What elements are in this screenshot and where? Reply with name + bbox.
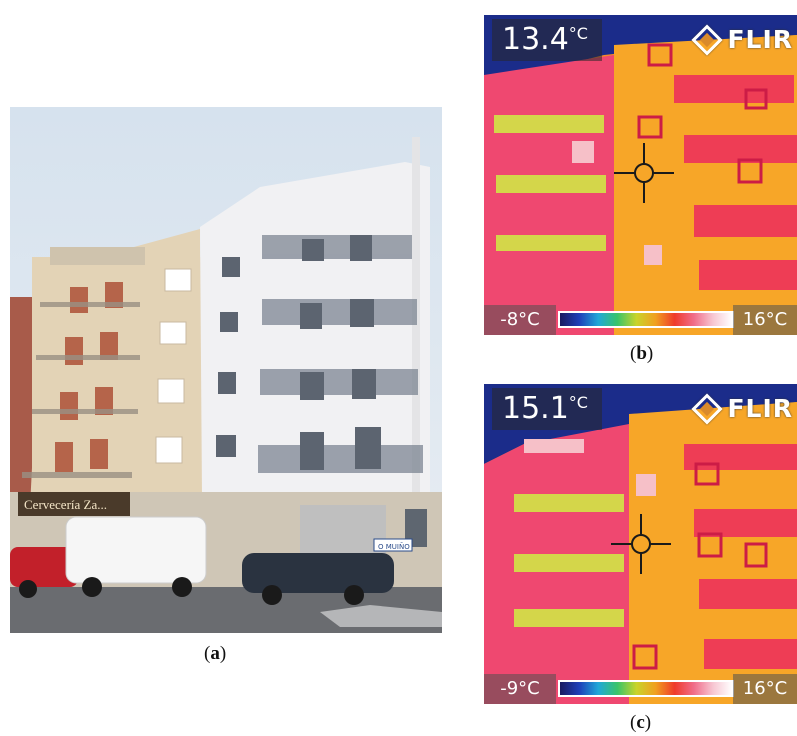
scale-max-label: 16°C [733, 674, 797, 704]
building-photo: Cervecería Za... O MUIÑO [10, 107, 442, 633]
thermal-image-b: 13.4°C FLIR -8°C 16°C [484, 15, 797, 335]
flir-diamond-icon [691, 392, 723, 425]
bar-sign-text: Cervecería Za... [24, 497, 107, 512]
caption-a: (a) [204, 643, 227, 664]
scale-min-label: -8°C [484, 305, 556, 335]
crosshair-icon [611, 514, 671, 574]
color-scale-gradient [558, 311, 734, 328]
flir-diamond-icon [691, 23, 723, 56]
street-sign-text: O MUIÑO [378, 542, 410, 551]
spot-temperature: 15.1°C [492, 388, 602, 430]
thermal-image-c: 15.1°C FLIR -9°C 16°C [484, 384, 797, 704]
building-photo-illustration: Cervecería Za... O MUIÑO [10, 107, 442, 633]
thermal-scene-c [484, 384, 797, 704]
spot-temperature: 13.4°C [492, 19, 602, 61]
thermal-scene-b [484, 15, 797, 335]
temperature-scale: -8°C 16°C [484, 305, 797, 335]
flir-logo: FLIR [691, 392, 793, 425]
temperature-scale: -9°C 16°C [484, 674, 797, 704]
scale-max-label: 16°C [733, 305, 797, 335]
caption-b: (b) [630, 343, 654, 364]
caption-c: (c) [630, 712, 652, 733]
crosshair-icon [614, 143, 674, 203]
scale-min-label: -9°C [484, 674, 556, 704]
color-scale-gradient [558, 680, 734, 697]
flir-logo: FLIR [691, 23, 793, 56]
